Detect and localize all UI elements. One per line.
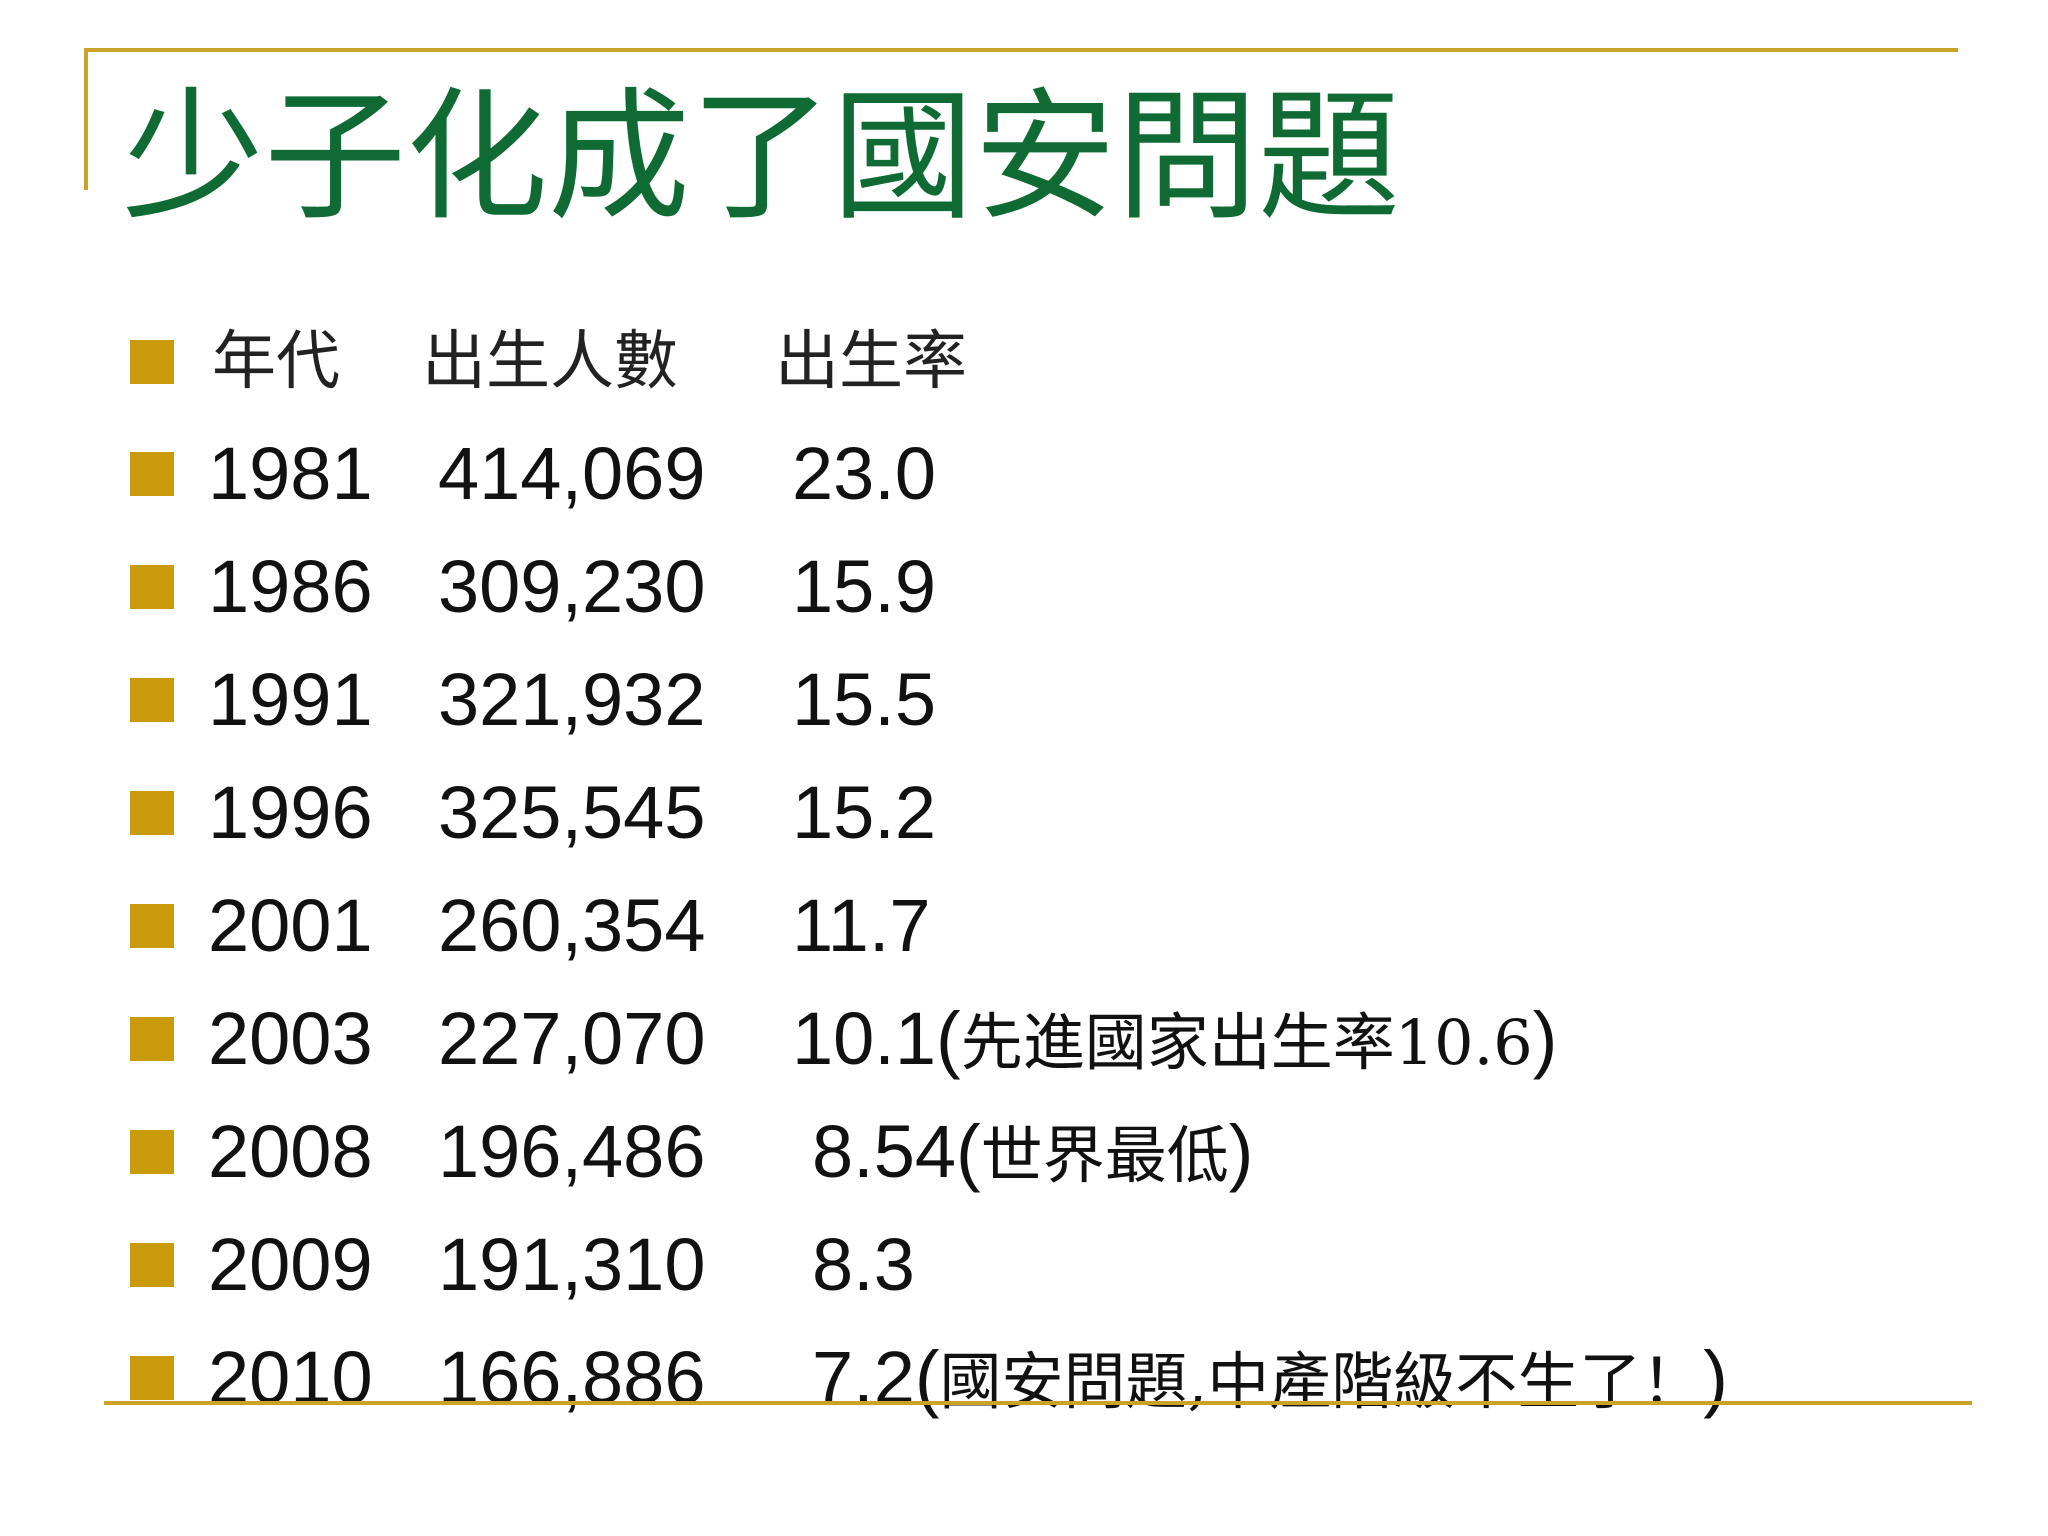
left-rule bbox=[84, 48, 88, 190]
births-value: 166,886 bbox=[438, 1336, 706, 1419]
square-bullet-icon bbox=[130, 565, 174, 609]
header-row: 年代 出生人數 出生率 bbox=[0, 312, 1900, 412]
year-value: 1996 bbox=[208, 771, 373, 854]
close-paren: ) bbox=[1228, 1110, 1254, 1193]
year-value: 2003 bbox=[208, 997, 373, 1080]
rate-value: 8.54 bbox=[812, 1110, 957, 1193]
header-births: 出生人數 bbox=[422, 325, 678, 399]
year-value: 1986 bbox=[208, 545, 373, 628]
square-bullet-icon bbox=[130, 452, 174, 496]
square-bullet-icon bbox=[130, 791, 174, 835]
list-item: 2008 196,486 8.54(世界最低) bbox=[0, 1102, 1900, 1202]
year-value: 1981 bbox=[208, 432, 373, 515]
rate-note: 先進國家出生率10.6 bbox=[960, 1006, 1533, 1079]
year-value: 2001 bbox=[208, 884, 373, 967]
square-bullet-icon bbox=[130, 340, 174, 384]
list-item: 1981 414,069 23.0 bbox=[0, 424, 1900, 524]
square-bullet-icon bbox=[130, 1243, 174, 1287]
list-item: 1991 321,932 15.5 bbox=[0, 650, 1900, 750]
close-paren: ) bbox=[1532, 997, 1558, 1080]
rate-value: 15.2 bbox=[792, 771, 937, 854]
rate-value: 10.1 bbox=[792, 997, 937, 1080]
rate-note: 世界最低 bbox=[980, 1119, 1229, 1192]
year-value: 2008 bbox=[208, 1110, 373, 1193]
births-value: 414,069 bbox=[438, 432, 706, 515]
list-item: 2003 227,070 10.1(先進國家出生率10.6) bbox=[0, 989, 1900, 1089]
rate-value: 11.7 bbox=[792, 884, 931, 967]
slide-title: 少子化成了國安問題 bbox=[122, 75, 1400, 240]
births-value: 321,932 bbox=[438, 658, 706, 741]
births-value: 325,545 bbox=[438, 771, 706, 854]
rate-value: 23.0 bbox=[792, 432, 937, 515]
births-value: 260,354 bbox=[438, 884, 706, 967]
header-rate: 出生率 bbox=[775, 325, 967, 399]
list-item: 2001 260,354 11.7 bbox=[0, 876, 1900, 976]
list-item: 1996 325,545 15.2 bbox=[0, 763, 1900, 863]
year-value: 2010 bbox=[208, 1336, 373, 1419]
rate-with-note: 10.1(先進國家出生率10.6) bbox=[792, 989, 1557, 1089]
square-bullet-icon bbox=[130, 1017, 174, 1061]
rate-note: 國安問題,中產階級不生了！ bbox=[939, 1345, 1704, 1418]
top-rule bbox=[84, 48, 1958, 52]
year-value: 1991 bbox=[208, 658, 373, 741]
births-value: 196,486 bbox=[438, 1110, 706, 1193]
rate-value: 15.9 bbox=[792, 545, 937, 628]
rate-value: 7.2 bbox=[812, 1336, 915, 1419]
list-item: 2010 166,886 7.2(國安問題,中產階級不生了！) bbox=[0, 1328, 1900, 1428]
rate-value: 15.5 bbox=[792, 658, 937, 741]
close-paren: ) bbox=[1703, 1336, 1728, 1419]
open-paren: ( bbox=[956, 1110, 981, 1193]
header-year: 年代 bbox=[212, 325, 340, 399]
open-paren: ( bbox=[914, 1336, 940, 1419]
square-bullet-icon bbox=[130, 1356, 174, 1400]
births-value: 191,310 bbox=[438, 1223, 706, 1306]
square-bullet-icon bbox=[130, 678, 174, 722]
births-value: 227,070 bbox=[438, 997, 706, 1080]
rate-value: 8.3 bbox=[812, 1223, 915, 1306]
open-paren: ( bbox=[936, 997, 961, 1080]
rate-with-note: 7.2(國安問題,中產階級不生了！) bbox=[812, 1328, 1728, 1428]
births-value: 309,230 bbox=[438, 545, 706, 628]
rate-with-note: 8.54(世界最低) bbox=[812, 1102, 1253, 1202]
bottom-rule bbox=[104, 1401, 1972, 1405]
year-value: 2009 bbox=[208, 1223, 373, 1306]
square-bullet-icon bbox=[130, 904, 174, 948]
list-item: 2009 191,310 8.3 bbox=[0, 1215, 1900, 1315]
square-bullet-icon bbox=[130, 1130, 174, 1174]
list-item: 1986 309,230 15.9 bbox=[0, 537, 1900, 637]
